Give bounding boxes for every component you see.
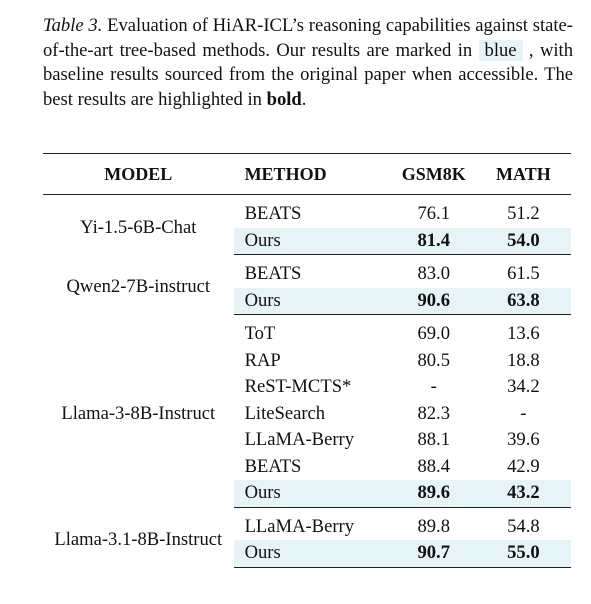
table-row: Llama-3-8B-Instruct ToT 69.0 13.6 <box>43 315 571 424</box>
math-cell: - <box>520 402 527 424</box>
table-row: Llama-3.1-8B-Instruct LLaMA-Berry 89.8 54.8 <box>43 507 571 550</box>
table-row: Yi-1.5-6B-Chat BEATS 76.1 51.2 <box>43 195 571 238</box>
header-model: MODEL <box>43 153 234 195</box>
method-cell: Ours <box>233 227 392 255</box>
caption-bold-word: bold <box>266 88 302 110</box>
gsm8k-cell: 69.0 <box>417 323 450 344</box>
model-name-cell: Qwen2-7B-instruct <box>66 276 211 298</box>
gsm8k-cell: 81.4 <box>391 227 476 255</box>
math-cell: 42.9 <box>507 455 540 477</box>
header-row: MODEL METHOD GSM8K MATH <box>43 153 571 195</box>
math-cell: 63.8 <box>475 287 571 315</box>
model-name-cell: Llama-3-8B-Instruct <box>61 402 216 424</box>
header-math: MATH <box>475 153 571 195</box>
method-cell: Ours <box>233 480 392 508</box>
table-row: ReST-MCTS* - 34.2 <box>43 374 571 401</box>
table-header: MODEL METHOD GSM8K MATH <box>43 153 571 195</box>
method-cell: LLaMA-Berry <box>244 429 355 450</box>
method-cell: ToT <box>244 323 276 344</box>
gsm8k-cell: 80.5 <box>417 349 450 371</box>
table-row: Ours 81.4 54.0 <box>43 227 571 255</box>
method-cell: BEATS <box>244 455 302 477</box>
math-cell: 51.2 <box>507 203 540 224</box>
table-row: LiteSearch 82.3 - <box>43 401 571 428</box>
math-cell: 54.8 <box>507 515 540 537</box>
gsm8k-cell: 76.1 <box>417 203 450 224</box>
math-cell: 61.5 <box>507 263 540 284</box>
table-row: LLaMA-Berry 88.1 39.6 <box>43 427 571 454</box>
caption-text-2: , with baseline results sourced from the… <box>43 39 573 110</box>
gsm8k-cell: 90.6 <box>391 287 476 315</box>
method-cell: BEATS <box>244 263 302 284</box>
gsm8k-cell: 89.8 <box>417 515 450 537</box>
table-caption: Table 3. Evaluation of HiAR-ICL’s reason… <box>43 14 573 112</box>
gsm8k-cell: 88.1 <box>417 429 450 450</box>
header-gsm8k: GSM8K <box>391 153 476 195</box>
method-cell: LiteSearch <box>244 402 326 424</box>
table-body: Yi-1.5-6B-Chat BEATS 76.1 51.2 Ours 81.4 54.0 Q… <box>43 195 571 568</box>
math-cell: 54.0 <box>475 227 571 255</box>
table-row: BEATS 88.4 42.9 <box>43 454 571 481</box>
header-method: METHOD <box>233 153 392 195</box>
table-row: Ours 90.6 63.8 <box>43 287 571 315</box>
caption-text-1: Evaluation of HiAR-ICL’s reasoning capab… <box>43 15 573 61</box>
caption-text-3: . <box>301 88 307 110</box>
caption-label: Table 3. <box>43 15 103 36</box>
math-cell: 18.8 <box>507 349 540 371</box>
table-row: Ours 89.6 43.2 <box>43 480 571 508</box>
gsm8k-cell: - <box>430 376 437 397</box>
gsm8k-cell: 83.0 <box>417 263 450 284</box>
table-row: Qwen2-7B-instruct BEATS 83.0 61.5 <box>43 255 571 297</box>
method-cell: LLaMA-Berry <box>244 515 355 537</box>
method-cell: BEATS <box>244 203 302 224</box>
model-name-cell: Llama-3.1-8B-Instruct <box>54 528 223 550</box>
math-cell: 34.2 <box>507 376 540 397</box>
gsm8k-cell: 90.7 <box>391 540 476 568</box>
gsm8k-cell: 89.6 <box>391 480 476 508</box>
table-row: Ours 90.7 55.0 <box>43 540 571 568</box>
math-cell: 55.0 <box>475 540 571 568</box>
math-cell: 13.6 <box>507 323 540 344</box>
method-cell: Ours <box>233 540 392 568</box>
method-cell: ReST-MCTS* <box>244 376 352 397</box>
gsm8k-cell: 82.3 <box>417 402 450 424</box>
table-row: RAP 80.5 18.8 <box>43 348 571 375</box>
results-table: MODEL METHOD GSM8K MATH Yi-1.5-6B-Chat BE… <box>43 153 571 568</box>
caption-highlight-word: blue <box>478 39 523 61</box>
math-cell: 43.2 <box>475 480 571 508</box>
model-name-cell: Yi-1.5-6B-Chat <box>80 216 197 238</box>
math-cell: 39.6 <box>507 429 540 450</box>
method-cell: RAP <box>244 349 281 371</box>
gsm8k-cell: 88.4 <box>417 455 450 477</box>
method-cell: Ours <box>233 287 392 315</box>
